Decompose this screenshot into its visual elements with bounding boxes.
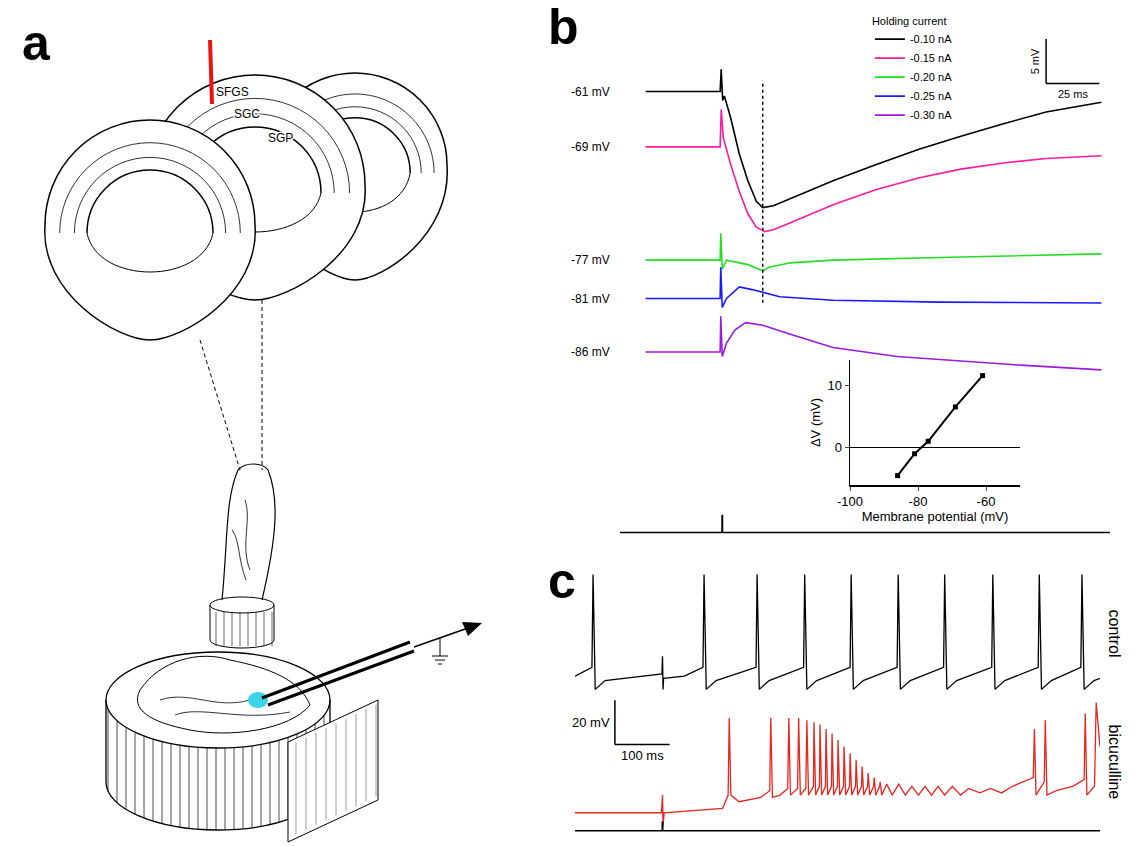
svg-text:SFGS: SFGS: [216, 85, 249, 99]
svg-text:-100: -100: [837, 494, 863, 509]
svg-text:Membrane potential (mV): Membrane potential (mV): [862, 509, 1009, 524]
svg-text:-0.15 nA: -0.15 nA: [910, 52, 952, 64]
svg-text:20 mV: 20 mV: [572, 715, 610, 730]
svg-text:5 mV: 5 mV: [1029, 48, 1041, 74]
html-text:b: b: [548, 0, 579, 55]
svg-text:-69 mV: -69 mV: [571, 140, 610, 154]
html-text:c: c: [548, 553, 576, 609]
svg-text:-86 mV: -86 mV: [571, 345, 610, 359]
html-text:a: a: [22, 15, 50, 71]
svg-text:-80: -80: [909, 494, 928, 509]
svg-text:100 ms: 100 ms: [621, 748, 664, 763]
svg-text:25 ms: 25 ms: [1058, 88, 1088, 100]
svg-text:ΔV (mV): ΔV (mV): [808, 398, 823, 447]
svg-text:Holding current: Holding current: [872, 15, 947, 27]
svg-text:0: 0: [835, 440, 842, 455]
svg-text:-0.20 nA: -0.20 nA: [910, 71, 952, 83]
svg-text:-81 mV: -81 mV: [571, 292, 610, 306]
svg-text:SGP: SGP: [268, 131, 293, 145]
svg-text:bicuculline: bicuculline: [1106, 725, 1123, 800]
svg-text:-0.30 nA: -0.30 nA: [910, 109, 952, 121]
svg-text:10: 10: [827, 378, 841, 393]
svg-text:-77 mV: -77 mV: [571, 253, 610, 267]
svg-text:SGC: SGC: [234, 107, 260, 121]
svg-text:-60: -60: [977, 494, 996, 509]
svg-text:control: control: [1106, 610, 1123, 658]
svg-text:-61 mV: -61 mV: [571, 85, 610, 99]
svg-text:-0.10 nA: -0.10 nA: [910, 33, 952, 45]
svg-text:-0.25 nA: -0.25 nA: [910, 90, 952, 102]
